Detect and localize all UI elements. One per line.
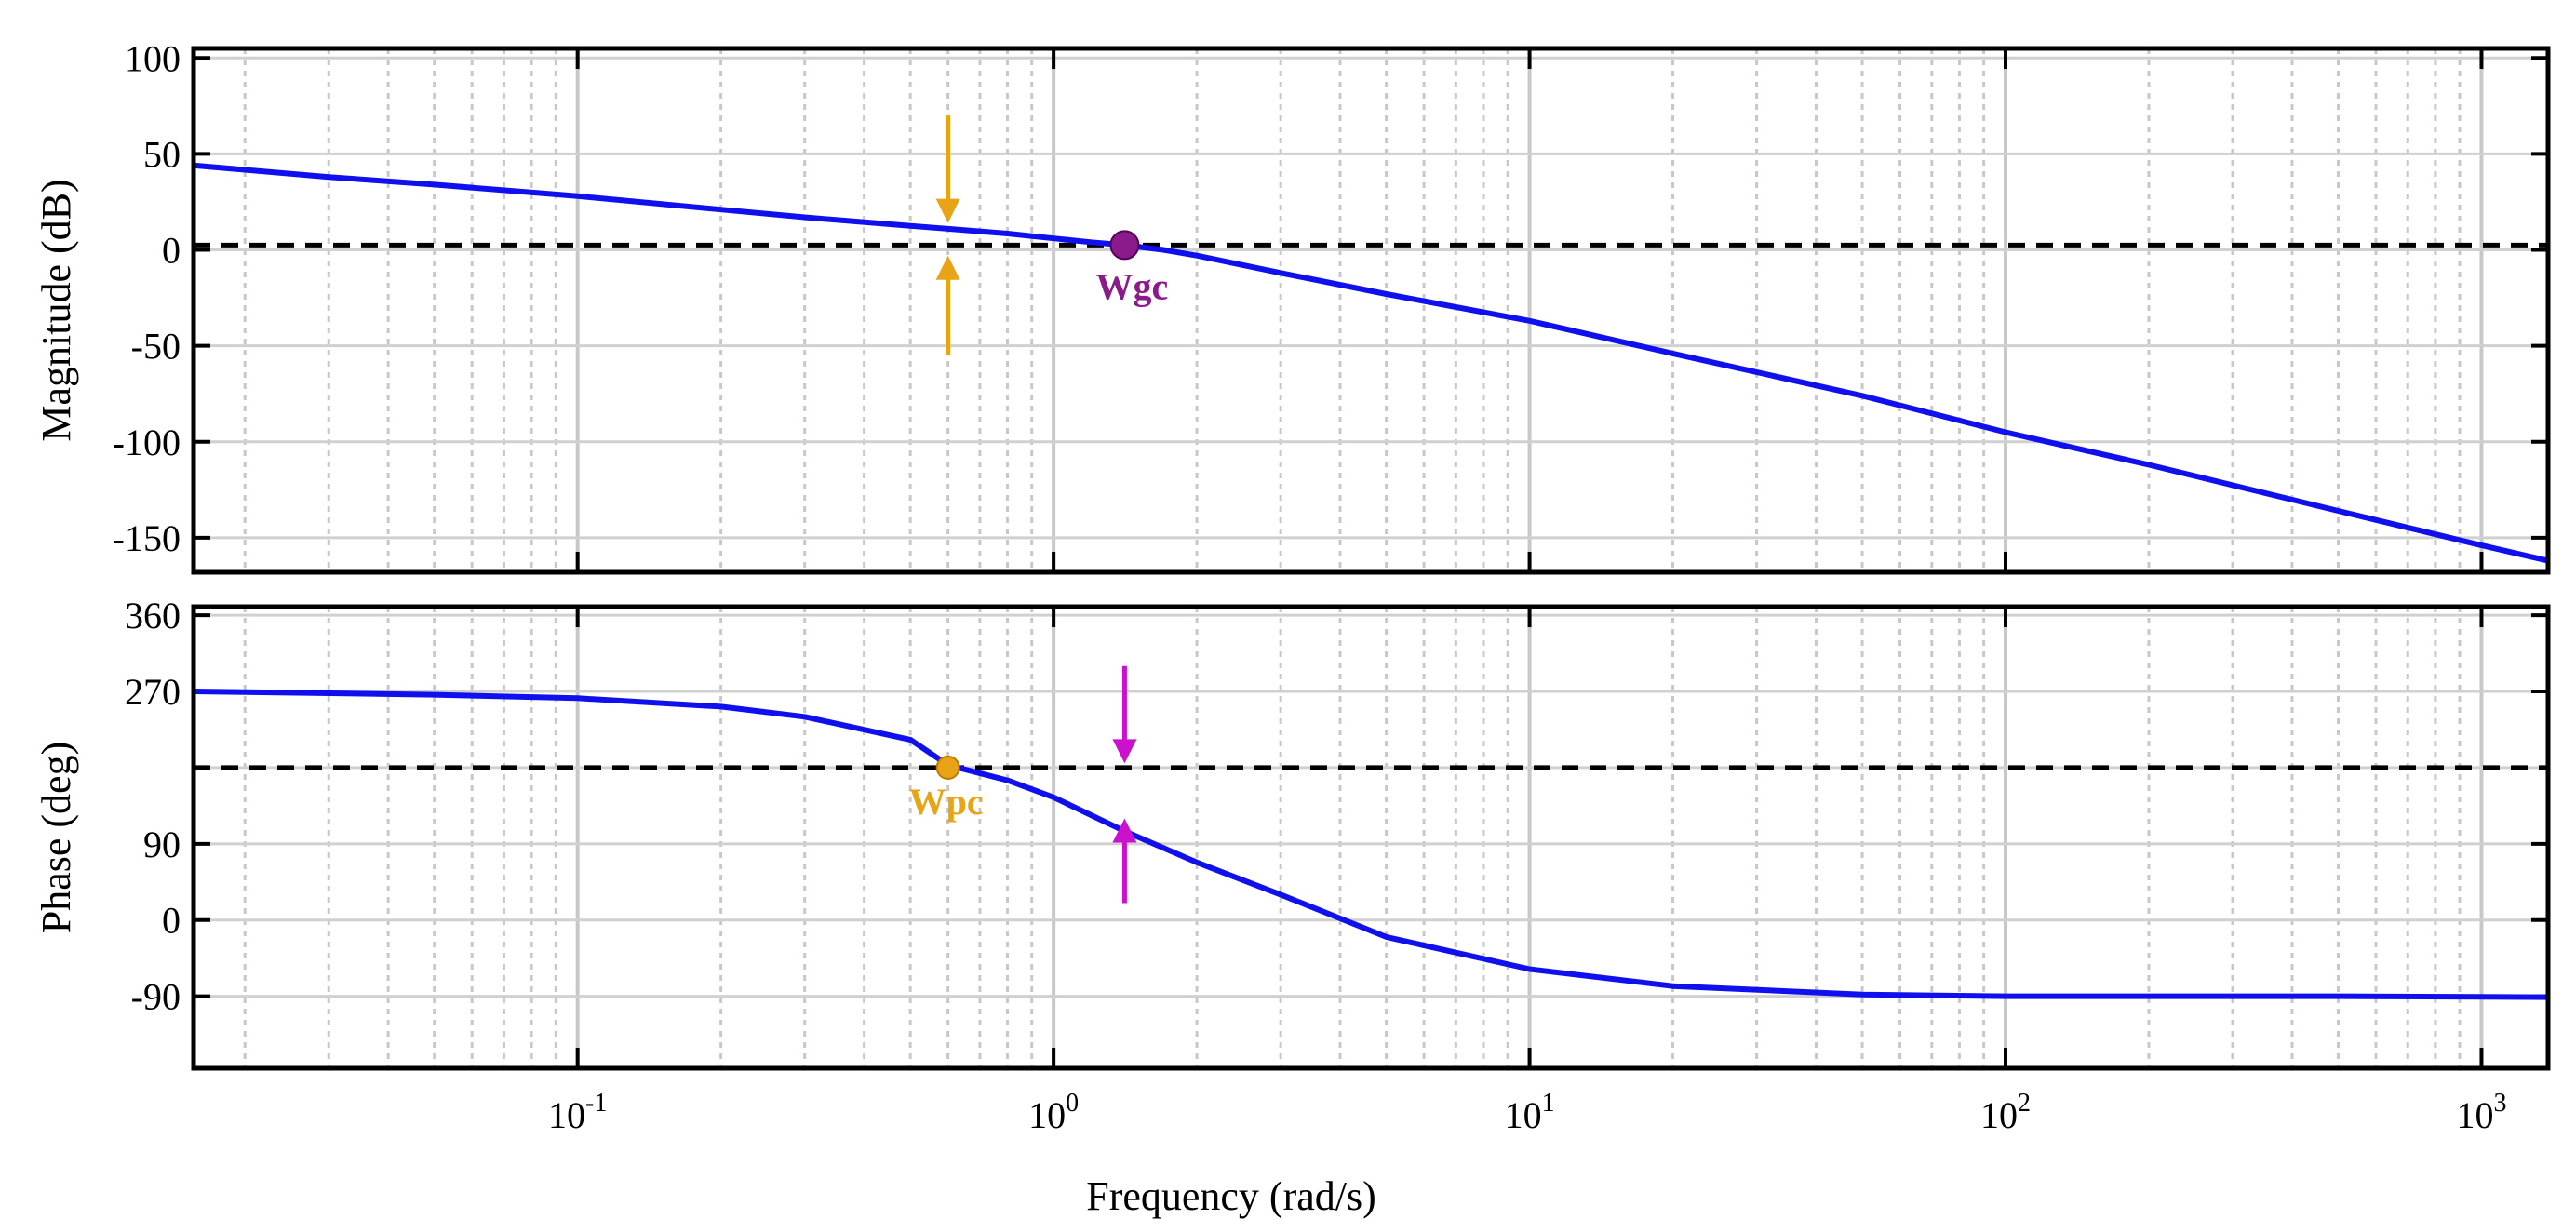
magnitude-crossover-marker: [1109, 230, 1140, 261]
magnitude-crossover-label: Wgc: [1096, 265, 1169, 307]
x-tick-label-base: 10: [1980, 1094, 2018, 1136]
x-tick-label-exponent: 1: [1542, 1089, 1555, 1118]
phase-arrow-head: [1112, 818, 1137, 843]
phase-curve: [193, 689, 2549, 1000]
x-tick-label-base: 10: [548, 1094, 585, 1136]
x-tick-label-exponent: 2: [2018, 1089, 2031, 1118]
phase-arrow-head: [1112, 739, 1137, 764]
x-tick-label-base: 10: [1028, 1094, 1066, 1136]
x-tick-label-base: 10: [1505, 1094, 1542, 1136]
magnitude-ytick-label: -100: [113, 422, 181, 463]
x-tick-label: 102: [1980, 1089, 2031, 1136]
x-tick-label-exponent: -1: [585, 1089, 607, 1118]
magnitude-ytick-label: -50: [131, 326, 181, 368]
magnitude-ylabel: Magnitude (dB): [34, 179, 79, 441]
x-axis-label: Frequency (rad/s): [1086, 1173, 1376, 1219]
magnitude-arrow-head: [935, 198, 960, 223]
phase-crossover-label: Wpc: [909, 781, 984, 823]
magnitude-ytick-label: -150: [113, 517, 181, 559]
phase-ylabel: Phase (deg): [34, 742, 79, 934]
x-tick-label: 10-1: [548, 1089, 607, 1136]
x-tick-label-exponent: 0: [1066, 1089, 1079, 1118]
magnitude-curve: [193, 162, 2549, 564]
magnitude-ytick-label: 50: [143, 133, 181, 175]
phase-crossover-marker: [935, 755, 960, 780]
phase-ytick-label: -90: [131, 976, 181, 1018]
x-tick-label-exponent: 3: [2493, 1089, 2506, 1118]
x-tick-label-base: 10: [2456, 1094, 2493, 1136]
magnitude-ytick-label: 100: [125, 37, 181, 79]
phase-ytick-label: 0: [162, 900, 181, 942]
magnitude-axes-frame: [191, 46, 2551, 575]
magnitude-ytick-label: 0: [162, 230, 181, 272]
x-tick-label: 101: [1505, 1089, 1555, 1136]
phase-ytick-label: 360: [125, 595, 181, 636]
x-tick-label: 100: [1028, 1089, 1079, 1136]
phase-ytick-label: 270: [125, 671, 181, 713]
phase-axes-frame: [191, 604, 2551, 1071]
x-tick-label: 103: [2456, 1089, 2506, 1136]
phase-ytick-label: 90: [143, 824, 181, 865]
magnitude-arrow-head: [935, 255, 960, 280]
